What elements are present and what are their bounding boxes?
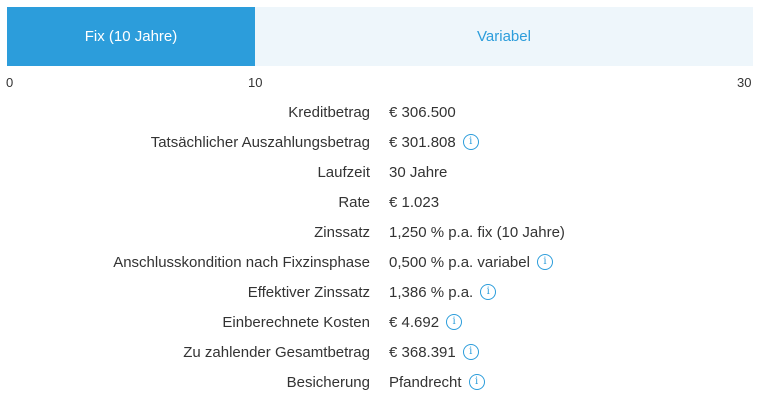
detail-value: € 301.808 <box>389 133 456 151</box>
detail-row-kosten: Einberechnete Kosten € 4.692 i <box>0 307 760 337</box>
detail-label: Kreditbetrag <box>288 103 370 121</box>
detail-value: 0,500 % p.a. variabel <box>389 253 530 271</box>
info-icon[interactable]: i <box>468 374 485 390</box>
info-icon[interactable]: i <box>462 344 479 360</box>
detail-label: Rate <box>338 193 370 211</box>
detail-label: Zu zahlender Gesamtbetrag <box>183 343 370 361</box>
detail-label: Effektiver Zinssatz <box>247 283 370 301</box>
variable-period-segment[interactable]: Variabel <box>255 7 753 66</box>
fixed-period-segment[interactable]: Fix (10 Jahre) <box>7 7 255 66</box>
detail-row-besicherung: Besicherung Pfandrecht i <box>0 367 760 397</box>
detail-value: € 368.391 <box>389 343 456 361</box>
detail-value: 30 Jahre <box>389 163 448 181</box>
tick-label-fix-end: 10 <box>248 75 263 90</box>
detail-row-zinssatz: Zinssatz 1,250 % p.a. fix (10 Jahre) <box>0 217 760 247</box>
variable-period-label: Variabel <box>477 28 531 45</box>
detail-label: Zinssatz <box>314 223 370 241</box>
info-icon[interactable]: i <box>446 314 463 330</box>
detail-row-auszahlungsbetrag: Tatsächlicher Auszahlungsbetrag € 301.80… <box>0 127 760 157</box>
detail-row-gesamtbetrag: Zu zahlender Gesamtbetrag € 368.391 i <box>0 337 760 367</box>
detail-label: Laufzeit <box>317 163 370 181</box>
detail-label: Besicherung <box>286 373 370 391</box>
detail-label: Einberechnete Kosten <box>222 313 370 331</box>
detail-value: Pfandrecht <box>389 373 462 391</box>
detail-value: 1,250 % p.a. fix (10 Jahre) <box>389 223 565 241</box>
detail-row-kreditbetrag: Kreditbetrag € 306.500 <box>0 97 760 127</box>
detail-value: € 1.023 <box>389 193 440 211</box>
detail-value: 1,386 % p.a. <box>389 283 474 301</box>
loan-details-list: Kreditbetrag € 306.500 Tatsächlicher Aus… <box>0 97 760 397</box>
detail-label: Tatsächlicher Auszahlungsbetrag <box>150 133 370 151</box>
detail-label: Anschlusskondition nach Fixzinsphase <box>113 253 370 271</box>
detail-row-laufzeit: Laufzeit 30 Jahre <box>0 157 760 187</box>
fixed-period-label: Fix (10 Jahre) <box>84 28 178 45</box>
detail-row-rate: Rate € 1.023 <box>0 187 760 217</box>
info-icon[interactable]: i <box>462 134 479 150</box>
tick-label-start: 0 <box>6 75 14 90</box>
detail-row-effektiver-zinssatz: Effektiver Zinssatz 1,386 % p.a. i <box>0 277 760 307</box>
info-icon[interactable]: i <box>480 284 497 300</box>
detail-row-anschlusskondition: Anschlusskondition nach Fixzinsphase 0,5… <box>0 247 760 277</box>
rate-period-timeline: Fix (10 Jahre) Variabel <box>7 7 753 66</box>
tick-label-end: 30 <box>737 75 752 90</box>
detail-value: € 306.500 <box>389 103 456 121</box>
info-icon[interactable]: i <box>536 254 553 270</box>
detail-value: € 4.692 <box>389 313 440 331</box>
